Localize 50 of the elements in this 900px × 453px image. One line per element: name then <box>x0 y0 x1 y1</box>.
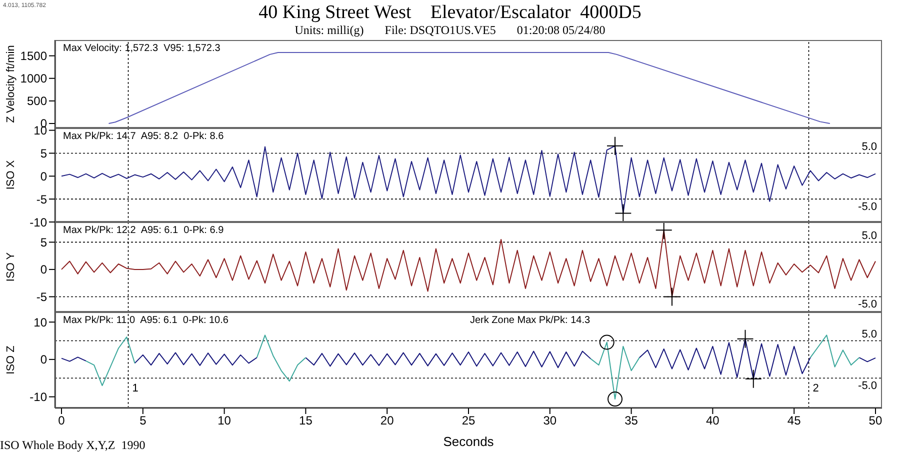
y-axis-title: ISO Y <box>4 252 17 282</box>
x-tick-label: 15 <box>299 414 313 428</box>
point <box>744 369 762 388</box>
x-tick-label: 5 <box>140 414 147 428</box>
y-tick-label: 0 <box>40 262 48 277</box>
x-tick-label: 30 <box>543 414 557 428</box>
chart-title: 40 King Street West Elevator/Escalator 4000D5 <box>258 2 642 23</box>
x-tick-label: 45 <box>787 414 802 428</box>
x-tick-label: 50 <box>868 414 882 428</box>
x-tick-label: 0 <box>58 414 66 428</box>
y-tick-label: 1000 <box>20 72 48 86</box>
ref-line-label: 5.0 <box>862 230 877 242</box>
ref-line-label: -5.0 <box>858 201 877 214</box>
x-tick-label: 25 <box>462 414 476 428</box>
y-tick-label: -5 <box>36 192 48 206</box>
annotation: 2 <box>812 382 819 394</box>
y-tick-label: 500 <box>26 94 48 108</box>
y-tick-label: 1500 <box>20 49 48 64</box>
y-tick-label: -5 <box>36 290 48 304</box>
y-tick-label: 5 <box>40 146 48 160</box>
annotation: Max Pk/Pk: 11.0 A95: 6.1 0-Pk: 10.6 <box>63 315 228 326</box>
y-tick-label: 10 <box>34 315 48 330</box>
x-tick-label: 35 <box>624 414 638 428</box>
point <box>608 392 623 407</box>
y-axis-title: ISO Z <box>4 345 17 374</box>
y-tick-label: -10 <box>30 215 48 230</box>
x-tick-label: 20 <box>380 414 394 428</box>
y-tick-label: 0 <box>40 352 48 367</box>
ref-line-label: 5.0 <box>862 141 877 154</box>
annotation: Max Velocity: 1,572.3 V95: 1,572.3 <box>63 43 220 54</box>
x-axis-title: Seconds <box>443 434 494 449</box>
ref-line-label: 5.0 <box>862 328 877 341</box>
annotation: Max Pk/Pk: 12.2 A95: 6.1 0-Pk: 6.9 <box>63 225 224 236</box>
annotation: Jerk Zone Max Pk/Pk: 14.3 <box>470 315 590 326</box>
annotation: 1 <box>132 382 138 394</box>
annotation: Max Pk/Pk: 14.7 A95: 8.2 0-Pk: 8.6 <box>63 131 224 142</box>
x-tick-label: 10 <box>218 414 232 428</box>
point <box>736 329 754 348</box>
point <box>599 334 614 350</box>
x-tick-label: 40 <box>706 414 720 428</box>
y-tick-label: 0 <box>40 169 48 184</box>
y-axis-title: Z Velocity ft/min <box>4 45 17 123</box>
y-axis-title: ISO X <box>4 160 17 190</box>
y-tick-label: -10 <box>30 390 48 404</box>
line-series <box>108 52 830 124</box>
ref-line-label: -5.0 <box>858 380 877 392</box>
text: ISO Whole Body X,Y,Z 1990 <box>0 438 146 453</box>
y-tick-label: 5 <box>40 235 48 250</box>
ref-line-label: -5.0 <box>858 298 877 311</box>
chart-subtitle: Units: milli(g) File: DSQTO1US.VE5 01:20:08 05/24/80 <box>294 23 606 38</box>
